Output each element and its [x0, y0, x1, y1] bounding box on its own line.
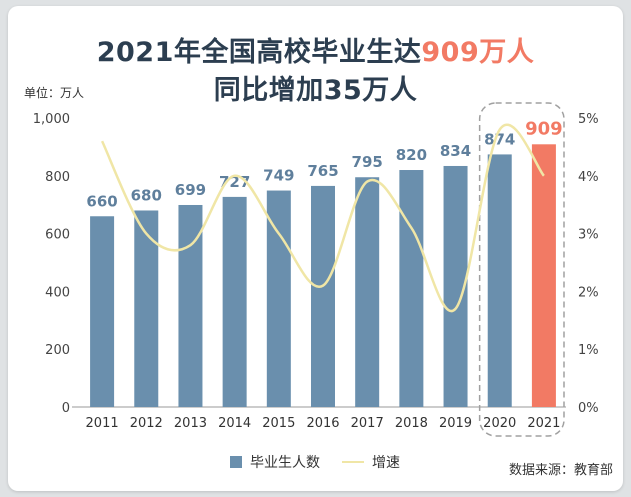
- y-tick-label-right: 2%: [578, 285, 599, 300]
- y-tick-label-left: 200: [45, 343, 70, 358]
- bar: [531, 144, 556, 407]
- growth-line: [100, 123, 545, 313]
- x-tick-label: 2013: [174, 416, 207, 431]
- y-tick-label-left: 0: [62, 401, 70, 416]
- x-tick-label: 2020: [483, 416, 516, 431]
- y-tick-label-left: 800: [45, 170, 70, 185]
- legend-bar-swatch: [230, 456, 242, 468]
- bar: [399, 170, 424, 407]
- bar-value-label: 795: [352, 153, 383, 171]
- y-tick-label-right: 4%: [578, 170, 599, 185]
- legend: 毕业生人数 增速: [230, 452, 400, 472]
- y-tick-label-right: 5%: [578, 112, 599, 127]
- x-tick-label: 2021: [527, 416, 560, 431]
- bar-value-label: 834: [440, 142, 471, 160]
- bar-value-label: 699: [175, 181, 206, 199]
- x-tick-label: 2018: [395, 416, 428, 431]
- legend-line-swatch: [342, 461, 364, 463]
- y-tick-label-left: 1,000: [33, 112, 70, 127]
- legend-line-label: 增速: [372, 455, 400, 471]
- bar: [311, 185, 335, 407]
- bar: [90, 216, 115, 407]
- x-tick-label: 2016: [306, 416, 339, 431]
- bar-value-label: 820: [396, 146, 427, 164]
- bar-value-label: 909: [525, 118, 563, 139]
- bar-value-label: 749: [263, 167, 294, 185]
- y-tick-label-right: 0%: [578, 401, 599, 416]
- bar: [134, 210, 159, 407]
- bar-value-label: 680: [131, 186, 162, 204]
- bar-value-label: 765: [307, 162, 338, 180]
- x-tick-label: 2011: [86, 416, 119, 431]
- x-tick-label: 2012: [130, 416, 163, 431]
- unit-label: 单位：万人: [24, 86, 85, 100]
- y-tick-label-left: 400: [45, 285, 70, 300]
- source-note: 数据来源：教育部: [508, 463, 613, 478]
- bar-value-label: 660: [86, 192, 117, 210]
- chart-title-line2: 同比增加35万人: [213, 75, 418, 106]
- x-tick-label: 2019: [439, 416, 472, 431]
- bar: [266, 190, 291, 407]
- bar: [355, 177, 380, 407]
- title-highlight: 909万人: [421, 37, 535, 68]
- y-tick-label-right: 1%: [578, 343, 599, 358]
- bar: [222, 196, 247, 407]
- title-prefix: 2021年全国高校毕业生达: [96, 37, 422, 68]
- x-tick-label: 2014: [218, 416, 251, 431]
- y-tick-label-right: 3%: [578, 228, 599, 243]
- bar: [178, 204, 203, 407]
- bar: [487, 154, 512, 407]
- x-tick-label: 2017: [351, 416, 384, 431]
- chart-title-line1: 2021年全国高校毕业生达909万人: [0, 30, 631, 69]
- highlight-box: [478, 102, 565, 437]
- y-tick-label-left: 600: [45, 228, 70, 243]
- bar-value-label: 874: [484, 130, 515, 148]
- legend-bar-label: 毕业生人数: [250, 455, 320, 471]
- x-tick-label: 2015: [262, 416, 295, 431]
